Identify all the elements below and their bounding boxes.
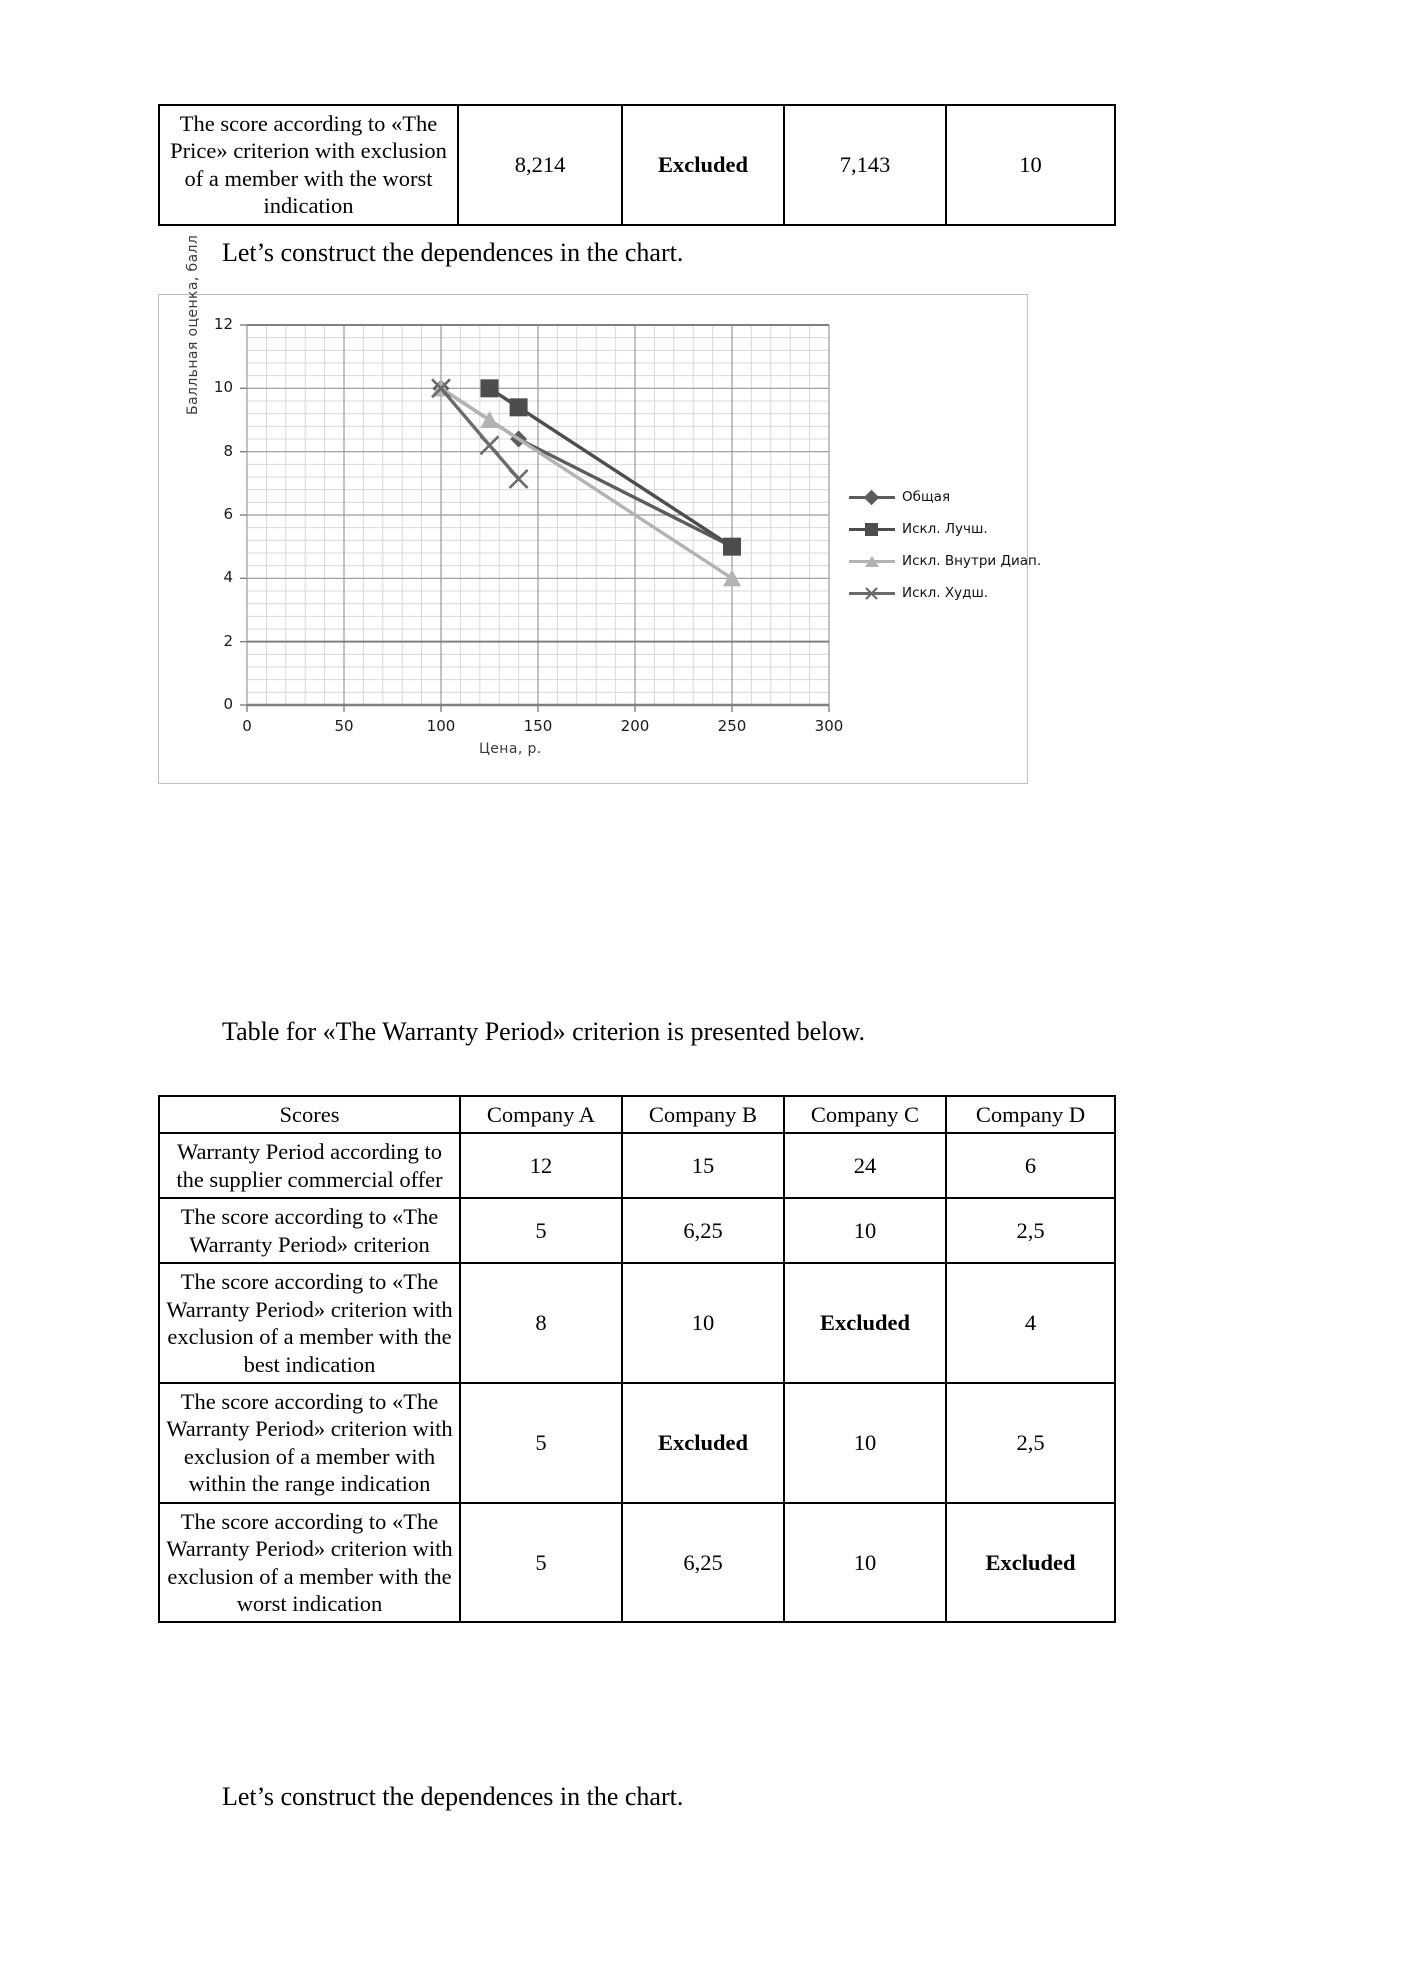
chart-x-tick-label: 300 — [814, 717, 844, 735]
chart-plot-area — [240, 324, 830, 712]
chart-y-tick-label: 2 — [223, 631, 233, 650]
legend-label: Общая — [902, 489, 951, 505]
chart-legend: Общая Искл. Лучш. Искл. Внутри Диап. — [849, 481, 1041, 609]
chart-x-axis-title: Цена, р. — [479, 741, 542, 757]
table-header-row: Scores Company A Company B Company C Company… — [158, 1094, 1116, 1135]
row-label: The score according to «The Price» crite… — [158, 104, 459, 226]
chart-y-tick-label: 8 — [223, 441, 233, 460]
chart-y-tick-label: 4 — [223, 568, 233, 587]
cell-company-b: Excluded — [621, 104, 785, 226]
cell-company-a: 8,214 — [457, 104, 623, 226]
legend-swatch-triangle-icon — [849, 553, 895, 569]
legend-label: Искл. Лучш. — [902, 521, 988, 537]
chart-y-tick-label: 6 — [223, 505, 233, 523]
table-row: The score according to «The Warranty Per… — [158, 1197, 1116, 1265]
cell-company-d: 2,5 — [945, 1197, 1116, 1265]
row-label: Warranty Period according to the supplie… — [158, 1132, 461, 1200]
chart-x-tick-label: 0 — [242, 717, 252, 735]
legend-item-iskl-luchsh[interactable]: Искл. Лучш. — [849, 513, 1041, 545]
cell-company-b: 15 — [621, 1132, 785, 1200]
table-body: Scores Company A Company B Company C Company… — [158, 1094, 1116, 1624]
cell-company-b: 6,25 — [621, 1197, 785, 1265]
chart-y-tick-label: 12 — [213, 315, 233, 333]
cell-company-c: Excluded — [783, 1262, 947, 1384]
legend-swatch-x-icon — [849, 585, 895, 601]
header-company: Company A — [459, 1094, 623, 1135]
cell-company-b: 6,25 — [621, 1501, 785, 1624]
legend-item-iskl-vnutri-diap[interactable]: Искл. Внутри Диап. — [849, 545, 1041, 577]
table2-intro-text: Table for «The Warranty Period» criterio… — [222, 1017, 865, 1046]
row-label: The score according to «The Warranty Per… — [158, 1381, 461, 1504]
legend-label: Искл. Худш. — [902, 585, 989, 601]
cell-company-a: 5 — [459, 1381, 623, 1504]
cell-company-a: 8 — [459, 1262, 623, 1384]
header-company: Company C — [783, 1094, 947, 1135]
legend-swatch-diamond-icon — [849, 489, 895, 506]
chart1-intro-text: Let’s construct the dependences in the c… — [222, 238, 684, 267]
chart2-intro-text: Let’s construct the dependences in the c… — [222, 1782, 684, 1811]
cell-company-c: 10 — [783, 1501, 947, 1624]
cell-company-d: 10 — [945, 104, 1116, 226]
chart-x-tick-label: 250 — [717, 717, 747, 735]
cell-company-a: 5 — [459, 1501, 623, 1624]
header-company: Company B — [621, 1094, 785, 1135]
cell-company-c: 10 — [783, 1197, 947, 1265]
header-company: Company D — [945, 1094, 1116, 1135]
table-row: Warranty Period according to the supplie… — [158, 1132, 1116, 1200]
table-row: The score according to «The Warranty Per… — [158, 1262, 1116, 1384]
chart-x-tick-label: 100 — [426, 717, 456, 735]
cell-company-a: 12 — [459, 1132, 623, 1200]
table-row: The score according to «The Warranty Per… — [158, 1501, 1116, 1624]
cell-company-d: 4 — [945, 1262, 1116, 1384]
cell-company-d: 6 — [945, 1132, 1116, 1200]
chart-y-tick-label: 0 — [223, 695, 233, 713]
legend-label: Искл. Внутри Диап. — [902, 553, 1042, 569]
cell-company-b: Excluded — [621, 1381, 785, 1504]
row-label: The score according to «The Warranty Per… — [158, 1501, 461, 1624]
table-body: The score according to «The Price» crite… — [158, 104, 1116, 226]
price-criterion-table: The score according to «The Price» crite… — [158, 104, 1116, 226]
chart-y-tick-label: 10 — [213, 378, 233, 397]
cell-company-d: 2,5 — [945, 1381, 1116, 1504]
cell-company-c: 24 — [783, 1132, 947, 1200]
chart-x-tick-label: 200 — [620, 717, 650, 735]
warranty-period-table: Scores Company A Company B Company C Company… — [158, 1094, 1116, 1624]
chart-x-tick-label: 50 — [334, 717, 354, 735]
table-row: The score according to «The Warranty Per… — [158, 1381, 1116, 1504]
header-scores: Scores — [158, 1094, 461, 1135]
legend-swatch-square-icon — [849, 521, 895, 537]
cell-company-c: 7,143 — [783, 104, 947, 226]
cell-company-c: 10 — [783, 1381, 947, 1504]
chart-canvas: Балльная оценка, балл Цена, р. Общая — [159, 235, 1041, 783]
chart-x-tick-label: 150 — [523, 717, 553, 735]
price-score-chart: Балльная оценка, балл Цена, р. Общая — [158, 235, 1041, 784]
legend-item-iskl-hudsh[interactable]: Искл. Худш. — [849, 577, 1041, 609]
table-row: The score according to «The Price» crite… — [158, 104, 1116, 226]
row-label: The score according to «The Warranty Per… — [158, 1262, 461, 1384]
cell-company-a: 5 — [459, 1197, 623, 1265]
row-label: The score according to «The Warranty Per… — [158, 1197, 461, 1265]
legend-item-obshaya[interactable]: Общая — [849, 481, 1041, 513]
cell-company-b: 10 — [621, 1262, 785, 1384]
cell-company-d: Excluded — [945, 1501, 1116, 1624]
